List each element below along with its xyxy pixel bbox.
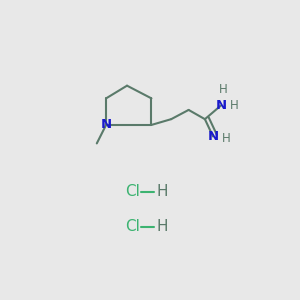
Text: H: H bbox=[219, 82, 228, 96]
Text: N: N bbox=[100, 118, 112, 131]
Text: N: N bbox=[208, 130, 219, 143]
Text: Cl: Cl bbox=[125, 219, 140, 234]
Text: N: N bbox=[216, 99, 227, 112]
Text: Cl: Cl bbox=[125, 184, 140, 200]
Text: H: H bbox=[230, 99, 238, 112]
Text: H: H bbox=[221, 132, 230, 145]
Text: H: H bbox=[156, 184, 168, 200]
Text: H: H bbox=[156, 219, 168, 234]
